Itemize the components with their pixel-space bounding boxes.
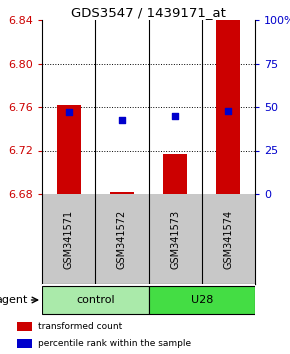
Bar: [42, 286, 148, 314]
Text: GSM341573: GSM341573: [170, 210, 180, 269]
Bar: [57, 105, 81, 194]
Title: GDS3547 / 1439171_at: GDS3547 / 1439171_at: [71, 6, 226, 19]
Text: GSM341572: GSM341572: [117, 209, 127, 269]
Bar: [216, 20, 240, 194]
Bar: [95, 194, 148, 284]
Text: transformed count: transformed count: [38, 322, 122, 331]
Text: percentile rank within the sample: percentile rank within the sample: [38, 339, 191, 348]
Point: [119, 117, 124, 123]
Text: agent: agent: [0, 295, 28, 305]
Bar: [17, 322, 32, 331]
Bar: [148, 286, 255, 314]
Bar: [17, 339, 32, 348]
Bar: [42, 194, 95, 284]
Point: [226, 109, 231, 114]
Text: U28: U28: [191, 295, 213, 305]
Point: [66, 110, 71, 115]
Bar: [148, 194, 202, 284]
Bar: [202, 194, 255, 284]
Text: GSM341571: GSM341571: [64, 210, 74, 269]
Text: GSM341574: GSM341574: [223, 210, 233, 269]
Bar: [163, 154, 187, 194]
Bar: [110, 192, 134, 194]
Text: control: control: [76, 295, 115, 305]
Point: [173, 113, 177, 119]
